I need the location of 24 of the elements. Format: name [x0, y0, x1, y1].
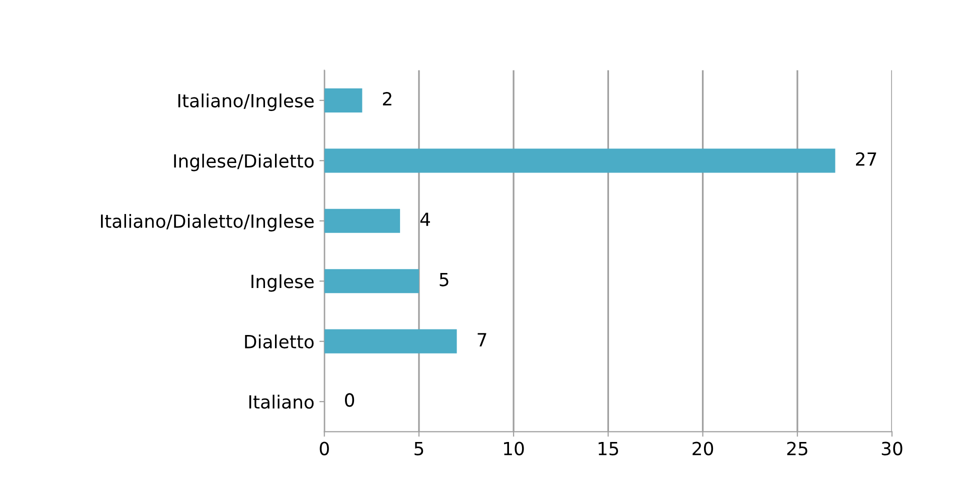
- data-label: 2: [382, 92, 392, 106]
- y-tick-label: Inglese: [252, 274, 314, 292]
- bar: [324, 148, 836, 173]
- data-label: 4: [420, 212, 430, 226]
- data-label: 27: [856, 152, 876, 166]
- y-tick-label: Italiano/Dialetto/Inglese: [101, 214, 314, 232]
- data-label: 0: [344, 393, 354, 407]
- bar: [324, 208, 400, 233]
- data-label: 7: [478, 333, 486, 346]
- x-tick-label: 0: [320, 442, 329, 456]
- y-tick-label: Italiano/Inglese: [178, 94, 314, 112]
- x-tick-label: 25: [787, 442, 808, 456]
- x-tick-label: 10: [504, 442, 524, 456]
- x-tick-label: 5: [414, 442, 424, 456]
- bar: [324, 329, 457, 354]
- bar: [324, 269, 419, 294]
- y-tick-label: Italiano: [249, 394, 314, 409]
- x-tick-label: 30: [882, 442, 902, 456]
- bar: [324, 88, 362, 112]
- y-tick-label: Dialetto: [245, 334, 314, 348]
- y-tick-label: Inglese/Dialetto: [174, 154, 314, 172]
- data-label: 5: [440, 272, 448, 286]
- x-tick-label: 15: [598, 442, 618, 456]
- x-tick-label: 20: [692, 442, 714, 456]
